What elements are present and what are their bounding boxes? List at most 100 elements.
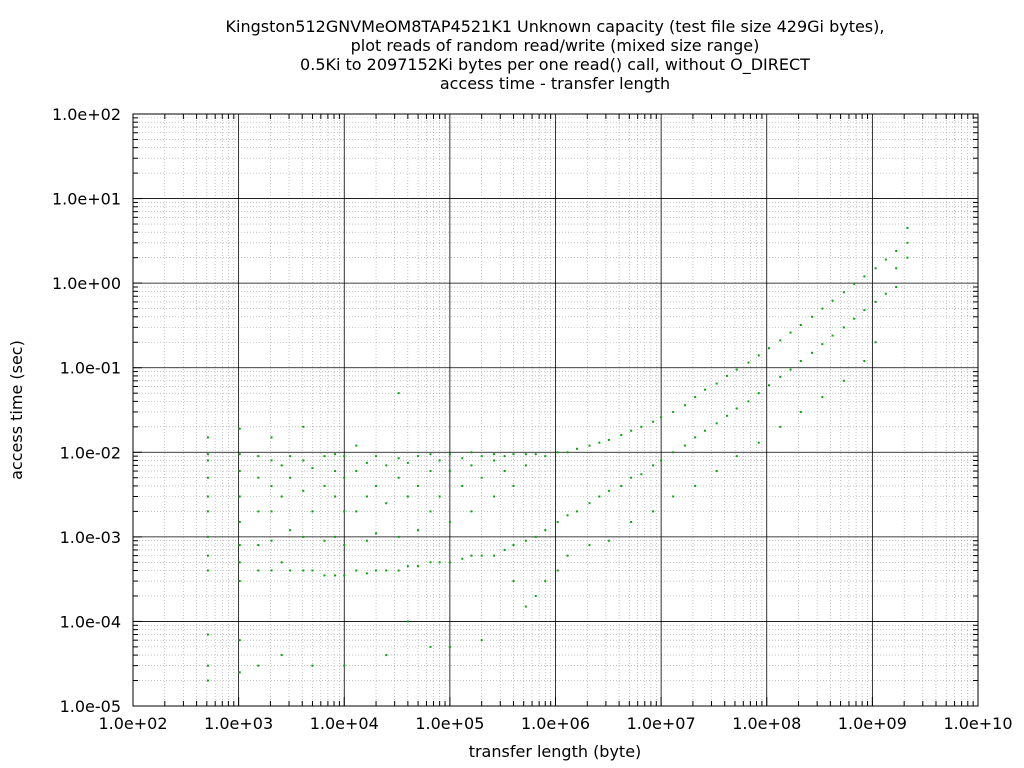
data-point <box>238 671 241 674</box>
data-point <box>652 464 655 467</box>
data-point <box>895 267 898 270</box>
title-line-2: plot reads of random read/write (mixed s… <box>351 36 760 55</box>
x-tick-label: 1.0e+07 <box>627 714 696 733</box>
data-point <box>672 410 675 413</box>
data-point <box>779 339 782 342</box>
data-point <box>343 510 346 513</box>
data-point <box>206 495 209 498</box>
data-point <box>289 476 292 479</box>
data-point <box>334 535 337 538</box>
data-point <box>206 535 209 538</box>
y-tick-label: 1.0e+02 <box>52 105 121 124</box>
data-point <box>257 455 260 458</box>
data-point <box>385 654 388 657</box>
data-point <box>640 473 643 476</box>
data-point <box>334 574 337 577</box>
data-point <box>735 455 738 458</box>
data-point <box>725 414 728 417</box>
data-point <box>323 574 326 577</box>
data-point <box>747 361 750 364</box>
data-point <box>270 539 273 542</box>
data-point <box>757 392 760 395</box>
data-point <box>397 476 400 479</box>
data-point <box>715 470 718 473</box>
data-point <box>874 300 877 303</box>
data-point <box>311 664 314 667</box>
data-point <box>683 404 686 407</box>
chart-title: Kingston512GNVMeOM8TAP4521K1 Unknown cap… <box>226 17 885 93</box>
data-point <box>238 427 241 430</box>
data-point <box>842 291 845 294</box>
data-point <box>757 354 760 357</box>
data-point <box>334 453 337 456</box>
data-point <box>715 422 718 425</box>
x-tick-label: 1.0e+06 <box>521 714 590 733</box>
data-point <box>703 429 706 432</box>
y-tick-label: 1.0e-02 <box>60 443 121 462</box>
data-point <box>534 453 537 456</box>
title-line-3: 0.5Ki to 2097152Ki bytes per one read() … <box>300 55 810 75</box>
data-point <box>493 459 496 462</box>
data-point <box>448 645 451 648</box>
x-axis-ticks: 1.0e+02 1.0e+03 1.0e+04 1.0e+05 1.0e+06 1.0e+… <box>98 114 1013 733</box>
data-point <box>238 580 241 583</box>
data-point <box>206 633 209 636</box>
data-point <box>438 561 441 564</box>
data-point <box>238 453 241 456</box>
x-tick-label: 1.0e+05 <box>415 714 484 733</box>
data-point <box>694 484 697 487</box>
data-point <box>821 307 824 310</box>
data-point <box>757 441 760 444</box>
data-point <box>365 461 368 464</box>
data-point <box>480 639 483 642</box>
data-point <box>630 520 633 523</box>
data-point <box>895 249 898 252</box>
data-point <box>206 510 209 513</box>
data-point <box>323 455 326 458</box>
data-point <box>417 455 420 458</box>
data-point <box>874 341 877 344</box>
y-axis-ticks: 1.0e-05 1.0e-04 1.0e-03 1.0e-02 1.0e-01 1.0e+… <box>52 105 978 716</box>
data-point <box>385 502 388 505</box>
data-point <box>365 539 368 542</box>
data-point <box>257 569 260 572</box>
data-point <box>694 436 697 439</box>
data-point <box>630 429 633 432</box>
data-point <box>429 470 432 473</box>
data-point <box>789 368 792 371</box>
data-point <box>853 282 856 285</box>
data-point <box>863 309 866 312</box>
data-point <box>672 495 675 498</box>
data-point <box>302 569 305 572</box>
data-point <box>355 510 358 513</box>
data-point <box>544 455 547 458</box>
data-point <box>289 455 292 458</box>
data-point <box>512 453 515 456</box>
data-point <box>672 451 675 454</box>
data-point <box>607 438 610 441</box>
data-point <box>683 444 686 447</box>
data-point <box>257 510 260 513</box>
data-point <box>725 374 728 377</box>
data-point <box>206 679 209 682</box>
y-tick-label: 1.0e-05 <box>60 697 121 716</box>
data-point <box>311 510 314 513</box>
data-point <box>429 510 432 513</box>
data-point <box>406 495 409 498</box>
data-point <box>257 476 260 479</box>
data-point <box>448 453 451 456</box>
data-point <box>448 470 451 473</box>
data-point <box>461 457 464 460</box>
data-point <box>821 343 824 346</box>
data-point <box>311 569 314 572</box>
data-point <box>811 351 814 354</box>
data-point <box>397 457 400 460</box>
data-point <box>429 453 432 456</box>
title-line-1: Kingston512GNVMeOM8TAP4521K1 Unknown cap… <box>226 17 885 36</box>
data-point <box>302 459 305 462</box>
data-point <box>588 502 591 505</box>
data-point <box>503 455 506 458</box>
data-point <box>524 539 527 542</box>
data-point <box>343 476 346 479</box>
y-tick-label: 1.0e+00 <box>52 274 121 293</box>
